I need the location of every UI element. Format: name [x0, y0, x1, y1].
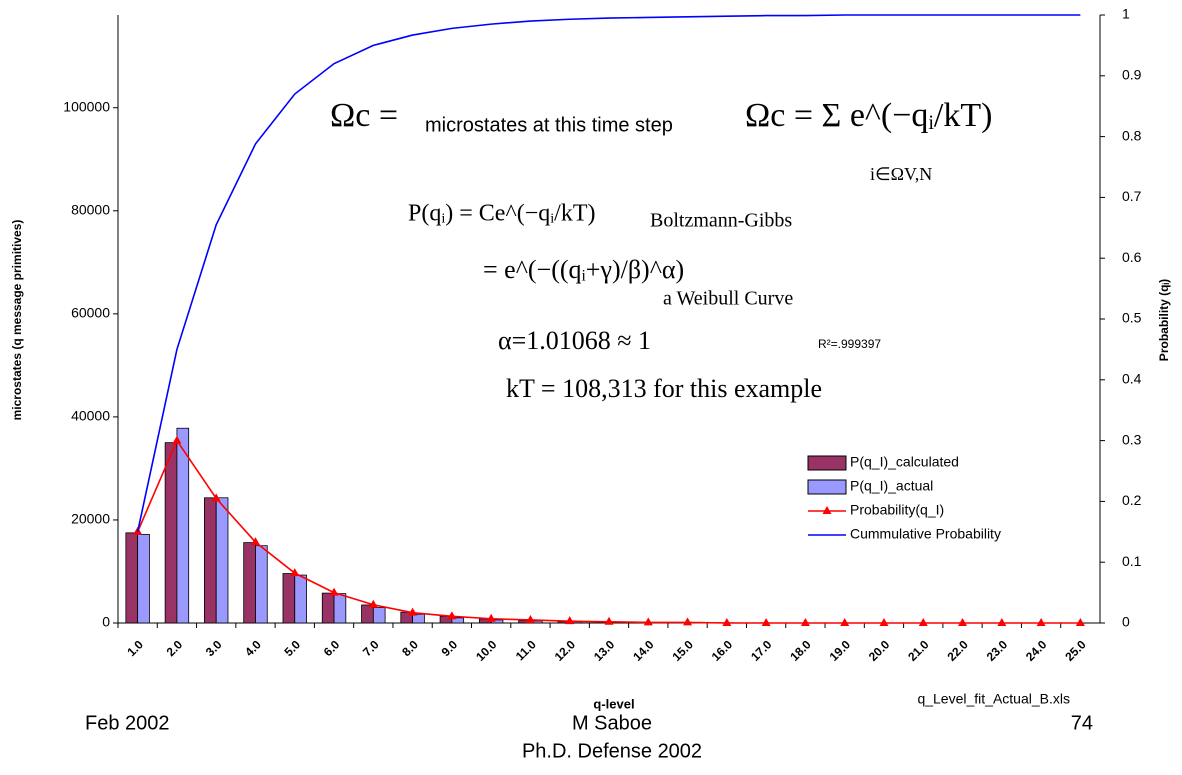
x-axis-title: q-level [593, 696, 634, 711]
bar [138, 534, 150, 623]
annotation: microstates at this time step [425, 114, 673, 136]
y2-tick-label: 0.4 [1122, 371, 1142, 387]
y-tick-label: 60000 [71, 305, 110, 321]
legend-swatch [808, 456, 846, 470]
legend-swatch [808, 480, 846, 494]
annotation: = e^(−((qᵢ+γ)/β)^α) [483, 255, 684, 284]
annotation: R²=.999397 [818, 337, 881, 351]
x-tick-label: 23.0 [984, 637, 1011, 664]
y2-tick-label: 0.6 [1122, 249, 1142, 265]
x-tick-label: 11.0 [513, 637, 539, 663]
y2-tick-label: 0.9 [1122, 67, 1142, 83]
annotation: Ωc = Σ e^(−qᵢ/kT) [745, 97, 992, 134]
marker [762, 618, 771, 626]
marker [290, 568, 299, 576]
marker [722, 618, 731, 626]
y2-axis-title: Probability (qᵢ) [1157, 279, 1171, 361]
x-tick-label: 5.0 [281, 637, 303, 659]
legend-label: Probability(q_I) [850, 502, 944, 518]
annotation: kT = 108,313 for this example [506, 374, 822, 403]
marker [683, 617, 692, 625]
y2-tick-label: 0.2 [1122, 492, 1142, 508]
marker [958, 618, 967, 626]
x-tick-label: 19.0 [827, 637, 854, 664]
legend-label: P(q_I)_calculated [850, 454, 959, 470]
legend-label: P(q_I)_actual [850, 478, 933, 494]
x-tick-label: 1.0 [124, 637, 146, 659]
x-tick-label: 7.0 [360, 637, 382, 659]
marker [526, 615, 535, 623]
x-tick-label: 12.0 [552, 637, 579, 664]
y2-tick-label: 0.1 [1122, 553, 1142, 569]
x-tick-label: 16.0 [709, 637, 736, 664]
bar [165, 443, 177, 623]
marker [919, 618, 928, 626]
marker [1037, 618, 1046, 626]
footer-event: Ph.D. Defense 2002 [522, 740, 702, 762]
marker [487, 614, 496, 622]
x-tick-label: 9.0 [439, 637, 461, 659]
y-tick-label: 0 [102, 614, 110, 630]
y-tick-label: 100000 [63, 98, 110, 114]
bar [255, 546, 267, 623]
marker [997, 618, 1006, 626]
page-number: 74 [1071, 712, 1093, 734]
x-tick-label: 14.0 [630, 637, 657, 664]
x-tick-label: 4.0 [242, 637, 264, 659]
y-axis-title: microstates (q message primitives) [10, 220, 24, 421]
bar [295, 575, 307, 623]
annotation: Ωc = [330, 97, 398, 134]
annotation: Boltzmann-Gibbs [650, 210, 792, 232]
legend-marker [823, 506, 832, 514]
y-tick-label: 40000 [71, 408, 110, 424]
bar [334, 594, 346, 623]
y2-tick-label: 1 [1122, 6, 1130, 22]
x-tick-label: 2.0 [164, 637, 186, 659]
x-tick-label: 10.0 [473, 637, 500, 664]
annotation: a Weibull Curve [663, 288, 793, 310]
x-tick-label: 6.0 [321, 637, 343, 659]
y2-tick-label: 0 [1122, 614, 1130, 630]
annotation: P(qᵢ) = Ce^(−qᵢ/kT) [408, 201, 596, 227]
x-tick-label: 20.0 [866, 637, 893, 664]
bar [322, 593, 334, 623]
bar [177, 428, 189, 623]
marker [565, 616, 574, 624]
x-tick-label: 22.0 [944, 637, 971, 664]
marker [605, 617, 614, 625]
marker [644, 617, 653, 625]
x-tick-label: 13.0 [591, 637, 618, 664]
bar [216, 498, 228, 623]
x-tick-label: 3.0 [203, 637, 225, 659]
y-tick-label: 80000 [71, 201, 110, 217]
x-tick-label: 17.0 [748, 637, 775, 664]
x-tick-label: 8.0 [399, 637, 421, 659]
marker [1076, 618, 1085, 626]
marker [801, 618, 810, 626]
x-tick-label: 25.0 [1062, 637, 1089, 664]
source-file: q_Level_fit_Actual_B.xls [917, 691, 1070, 707]
bar [204, 498, 216, 623]
marker [840, 618, 849, 626]
x-tick-label: 24.0 [1023, 637, 1050, 664]
y2-tick-label: 0.7 [1122, 188, 1142, 204]
bar [126, 533, 138, 623]
x-tick-label: 15.0 [670, 637, 697, 664]
y2-tick-label: 0.5 [1122, 310, 1142, 326]
y2-tick-label: 0.3 [1122, 431, 1142, 447]
footer-date: Feb 2002 [85, 712, 170, 734]
bar [373, 608, 385, 623]
y2-tick-label: 0.8 [1122, 127, 1142, 143]
y-tick-label: 20000 [71, 511, 110, 527]
footer-author: M Saboe [572, 712, 652, 734]
legend-label: Cummulative Probability [850, 526, 1001, 542]
marker [879, 618, 888, 626]
x-tick-label: 18.0 [787, 637, 814, 664]
bar [244, 543, 256, 623]
bar [283, 574, 295, 623]
annotation: α=1.01068 ≈ 1 [498, 326, 651, 355]
annotation: i∈ΩV,N [870, 164, 932, 184]
x-tick-label: 21.0 [905, 637, 932, 664]
